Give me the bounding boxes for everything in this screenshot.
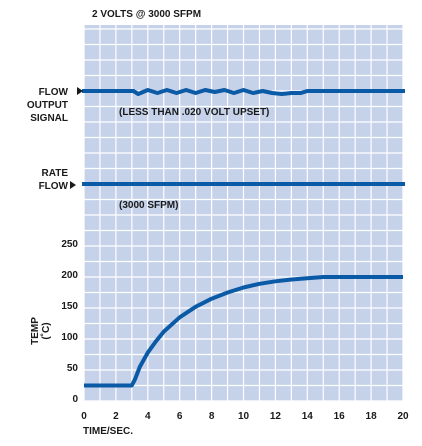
y-tick-label: 50 <box>66 363 78 374</box>
y-tick-label: 150 <box>61 301 78 312</box>
y-tick-label: 0 <box>72 394 78 405</box>
y-tick-label: 100 <box>61 332 78 343</box>
x-tick-label: 4 <box>145 411 151 422</box>
x-axis-label: TIME/SEC. <box>83 426 134 437</box>
x-tick-label: 16 <box>333 411 345 422</box>
x-tick-label: 2 <box>113 411 119 422</box>
flow-output-annotation: (LESS THAN .020 VOLT UPSET) <box>119 107 270 118</box>
y-tick-label: 250 <box>61 239 78 250</box>
x-tick-label: 18 <box>365 411 377 422</box>
rate-flow-annotation: (3000 SFPM) <box>119 200 179 211</box>
x-tick-label: 8 <box>208 411 215 422</box>
chart-title: 2 VOLTS @ 3000 SFPM <box>92 9 202 20</box>
flow-output-signal-line <box>82 88 405 96</box>
vertical-gridlines <box>83 25 404 401</box>
x-tick-label: 14 <box>301 411 313 422</box>
x-tick-label: 20 <box>397 411 409 422</box>
x-tick-label: 10 <box>237 411 250 422</box>
rate-flow-marker-icon <box>70 181 76 189</box>
x-tick-label: 6 <box>176 411 183 422</box>
y-axis-label: TEMP (˚C) <box>30 317 52 345</box>
rate-flow-label-line-2: FLOW <box>38 181 68 192</box>
x-tick-label: 0 <box>81 411 87 422</box>
flow-output-label-line-2: OUTPUT <box>26 100 68 111</box>
temperature-series-line <box>84 275 403 388</box>
x-tick-label: 12 <box>269 411 281 422</box>
flow-output-marker-icon <box>77 87 83 95</box>
flow-output-label-line-3: SIGNAL <box>30 113 68 124</box>
flow-output-label-line-1: FLOW <box>38 87 68 98</box>
y-tick-label: 200 <box>61 270 78 281</box>
rate-flow-label-line-1: RATE <box>41 168 68 179</box>
